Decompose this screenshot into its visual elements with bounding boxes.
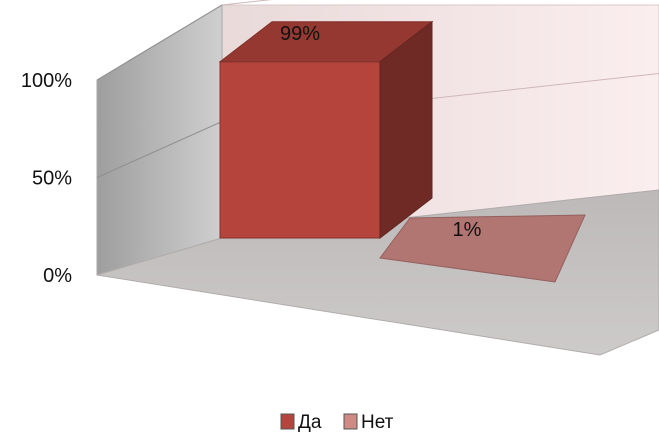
y-tick-label: 0% (43, 265, 72, 287)
bar-side-Да (379, 20, 433, 240)
legend-label: Нет (361, 412, 394, 433)
data-label: 99% (280, 23, 320, 45)
gridline (221, 0, 273, 6)
y-tick-label: 100% (21, 70, 72, 92)
data-label: 1% (453, 219, 482, 241)
chart-legend: Да Нет (280, 412, 394, 433)
legend-swatch-1 (280, 413, 295, 430)
bar-Нет (379, 214, 586, 283)
legend-swatch-2 (343, 413, 358, 430)
gridline (96, 121, 223, 178)
bar-front-Да (219, 61, 381, 239)
y-tick-label: 50% (32, 168, 72, 190)
side-wall (96, 4, 223, 276)
gridline (96, 4, 223, 81)
y-axis-tick-labels: 0% 50% 100% (21, 70, 72, 287)
chart-data-labels: 99% 1% (280, 23, 482, 241)
legend-label: Да (298, 412, 322, 433)
chart-bars (218, 20, 586, 283)
